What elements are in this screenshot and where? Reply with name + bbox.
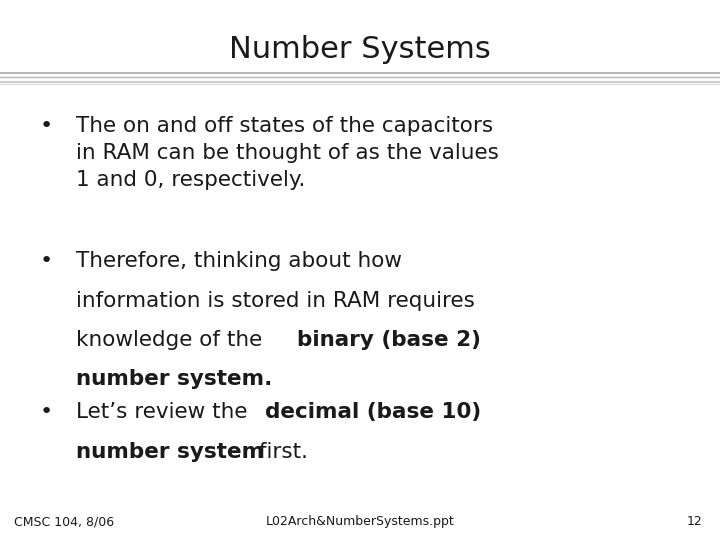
Text: •: •: [40, 251, 53, 271]
Text: •: •: [40, 116, 53, 136]
Text: L02Arch&NumberSystems.ppt: L02Arch&NumberSystems.ppt: [266, 515, 454, 528]
Text: first.: first.: [252, 442, 308, 462]
Text: •: •: [40, 402, 53, 422]
Text: information is stored in RAM requires: information is stored in RAM requires: [76, 291, 474, 310]
Text: number system.: number system.: [76, 369, 272, 389]
Text: Let’s review the: Let’s review the: [76, 402, 254, 422]
Text: number system: number system: [76, 442, 264, 462]
Text: Therefore, thinking about how: Therefore, thinking about how: [76, 251, 402, 271]
Text: 12: 12: [686, 515, 702, 528]
Text: binary (base 2): binary (base 2): [297, 330, 482, 350]
Text: The on and off states of the capacitors
in RAM can be thought of as the values
1: The on and off states of the capacitors …: [76, 116, 498, 191]
Text: knowledge of the: knowledge of the: [76, 330, 269, 350]
Text: CMSC 104, 8/06: CMSC 104, 8/06: [14, 515, 114, 528]
Text: Number Systems: Number Systems: [229, 35, 491, 64]
Text: decimal (base 10): decimal (base 10): [265, 402, 481, 422]
